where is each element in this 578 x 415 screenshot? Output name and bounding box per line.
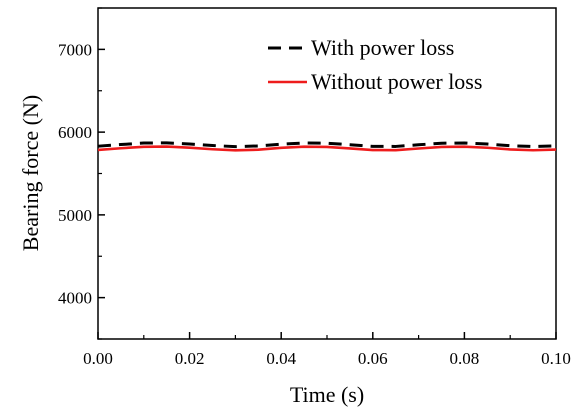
series-line-without-power-loss (97, 145, 557, 152)
y-tick-label: 6000 (58, 123, 92, 142)
y-axis-ticks: 4000 5000 6000 7000 (58, 7, 105, 340)
legend: With power loss Without power loss (268, 35, 482, 94)
x-tick-label: 0.10 (541, 349, 571, 368)
x-tick-label: 0.08 (450, 349, 480, 368)
x-axis-ticks: 0.00 0.02 0.04 0.06 0.08 0.10 (83, 332, 571, 368)
y-tick-label: 4000 (58, 289, 92, 308)
legend-label: Without power loss (311, 69, 482, 94)
x-tick-label: 0.04 (266, 349, 296, 368)
series-line-with-power-loss (97, 141, 557, 149)
legend-label: With power loss (311, 35, 454, 60)
x-tick-label: 0.00 (83, 349, 113, 368)
x-axis-title: Time (s) (290, 382, 364, 407)
series-layer (97, 141, 557, 152)
x-tick-label: 0.02 (175, 349, 205, 368)
x-tick-label: 0.06 (358, 349, 388, 368)
y-tick-label: 7000 (58, 40, 92, 59)
y-axis-title: Bearing force (N) (18, 95, 43, 251)
y-tick-label: 5000 (58, 206, 92, 225)
